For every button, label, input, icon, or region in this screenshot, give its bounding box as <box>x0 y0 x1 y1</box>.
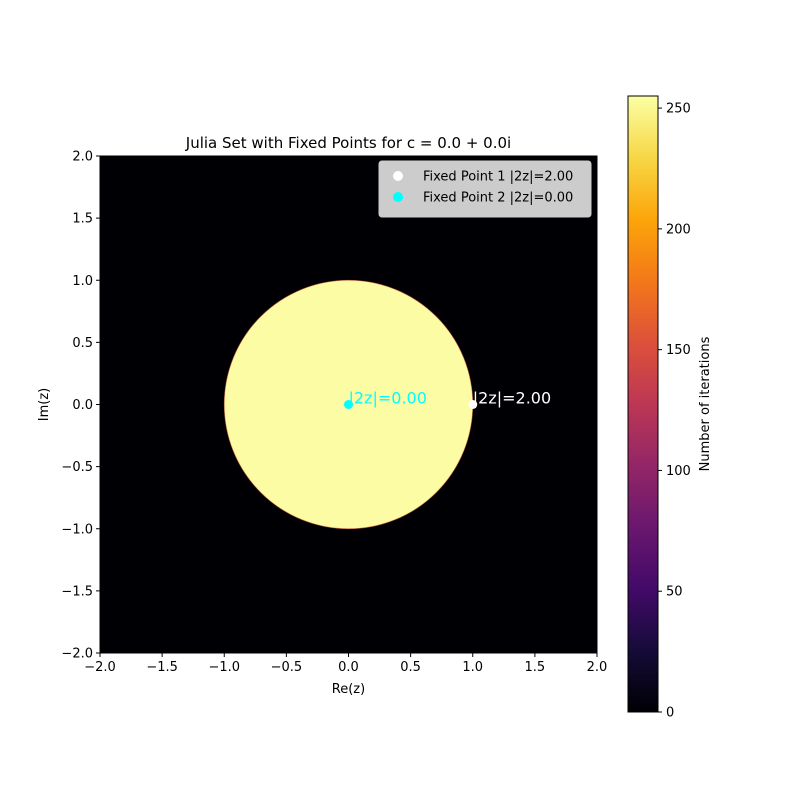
y-tick-label: 0.5 <box>72 336 93 351</box>
legend-entry-label: Fixed Point 2 |2z|=0.00 <box>423 191 573 206</box>
x-tick-label: 2.0 <box>587 660 608 675</box>
y-tick-label: −1.0 <box>61 522 93 537</box>
y-tick-label: 2.0 <box>72 150 93 165</box>
fixed-point-1-annotation: |2z|=2.00 <box>473 389 551 408</box>
colorbar <box>627 95 659 713</box>
x-tick-label: −1.5 <box>146 660 178 675</box>
x-tick-label: −1.0 <box>208 660 240 675</box>
fixed-point-1 <box>468 400 478 409</box>
legend-marker <box>393 171 403 181</box>
y-tick-label: −1.5 <box>61 584 93 599</box>
y-tick-label: −0.5 <box>61 460 93 475</box>
x-tick-label: 0.0 <box>338 660 359 675</box>
y-tick-label: 0.0 <box>72 398 93 413</box>
x-tick-label: 0.5 <box>400 660 421 675</box>
colorbar-tick-label: 100 <box>666 464 691 479</box>
x-tick-label: 1.0 <box>462 660 483 675</box>
legend-entry-label: Fixed Point 1 |2z|=2.00 <box>423 170 573 185</box>
colorbar-tick-label: 150 <box>666 343 691 358</box>
x-axis: −2.0 −1.5 −1.0 −0.5 0.0 0.5 1.0 1.5 2.0 <box>84 653 607 675</box>
legend-box <box>378 160 592 218</box>
x-tick-label: −2.0 <box>84 660 116 675</box>
fixed-point-2-annotation: |2z|=0.00 <box>349 389 427 408</box>
legend: Fixed Point 1 |2z|=2.00 Fixed Point 2 |2z… <box>378 160 592 218</box>
colorbar-tick-label: 50 <box>666 585 683 600</box>
colorbar-label: Number of iterations <box>698 336 713 471</box>
y-tick-label: 1.5 <box>72 212 93 227</box>
y-axis-label: Im(z) <box>37 388 52 421</box>
colorbar-tick-label: 0 <box>666 706 674 721</box>
colorbar-tick-label: 200 <box>666 222 691 237</box>
legend-marker <box>393 192 403 202</box>
colorbar-axis: 0 50 100 150 200 250 <box>658 102 691 721</box>
y-tick-label: 1.0 <box>72 274 93 289</box>
y-axis: −2.0 −1.5 −1.0 −0.5 0.0 0.5 1.0 1.5 2.0 <box>61 150 100 662</box>
colorbar-tick-label: 250 <box>666 102 691 117</box>
x-tick-label: −0.5 <box>271 660 303 675</box>
x-tick-label: 1.5 <box>525 660 546 675</box>
x-axis-label: Re(z) <box>332 682 365 697</box>
chart-title: Julia Set with Fixed Points for c = 0.0 … <box>185 134 511 152</box>
fixed-point-2 <box>344 400 353 409</box>
y-tick-label: −2.0 <box>61 647 93 662</box>
